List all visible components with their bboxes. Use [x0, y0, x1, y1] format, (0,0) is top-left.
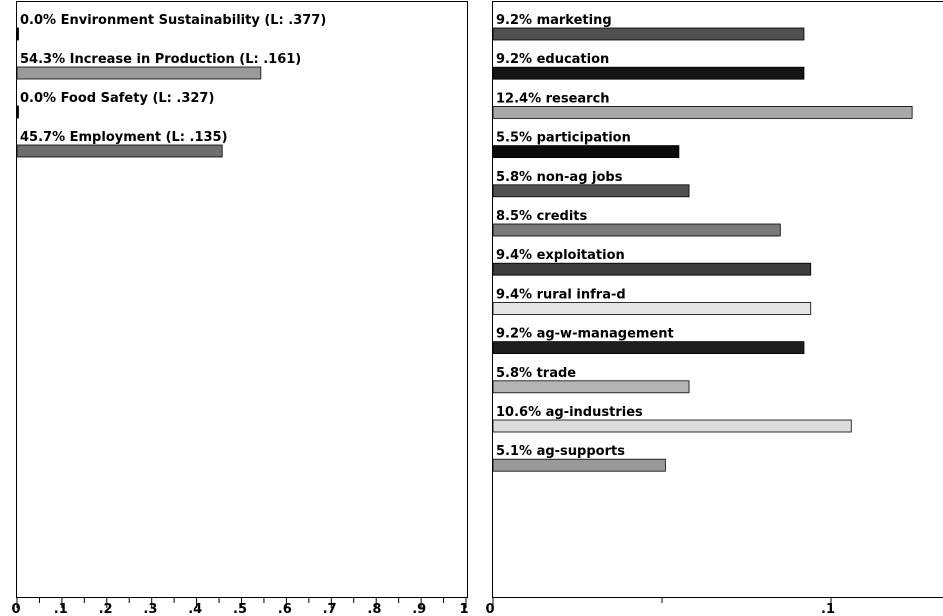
tick-label: .7: [323, 602, 337, 616]
bar-label: 12.4% research: [496, 91, 610, 106]
bar: [16, 66, 262, 80]
bar-label: 8.5% credits: [496, 209, 587, 224]
left-panel: 0.0% Environment Sustainability (L: .377…: [11, 13, 468, 616]
bar: [492, 66, 805, 80]
tick-label: .2: [99, 602, 113, 616]
tick-label: .1: [821, 602, 835, 616]
tick-label: 0: [11, 602, 20, 616]
bar-label: 5.1% ag-supports: [496, 444, 625, 459]
bar: [492, 380, 690, 394]
bar: [492, 27, 805, 41]
bar: [16, 27, 19, 41]
bar-label: 54.3% Increase in Production (L: .161): [20, 52, 301, 67]
bar: [492, 419, 852, 433]
bar: [492, 341, 805, 355]
bar: [492, 106, 913, 119]
tick-label: .5: [233, 602, 247, 616]
bar: [492, 223, 781, 237]
bar-label: 10.6% ag-industries: [496, 405, 643, 420]
bar: [492, 262, 812, 276]
bar-label: 0.0% Food Safety (L: .327): [20, 91, 214, 106]
tick-label: .6: [278, 602, 292, 616]
bar: [492, 301, 812, 315]
left-panel-frame: [16, 1, 468, 598]
bar-label: 5.5% participation: [496, 131, 631, 146]
bar-label: 9.4% exploitation: [496, 248, 625, 263]
bar-label: 5.8% trade: [496, 366, 576, 381]
bar-label: 9.4% rural infra-d: [496, 287, 626, 302]
bar: [492, 184, 690, 198]
tick-label: 1: [459, 602, 468, 616]
tick-label: .9: [412, 602, 426, 616]
right-panel-frame: [492, 1, 943, 598]
bar-label: 9.2% marketing: [496, 13, 612, 28]
tick-label: .3: [143, 602, 157, 616]
bar: [16, 105, 19, 119]
bar-label: 45.7% Employment (L: .135): [20, 130, 228, 145]
tick-label: .8: [367, 602, 381, 616]
bar: [492, 145, 680, 159]
bar-label: 0.0% Environment Sustainability (L: .377…: [20, 13, 326, 28]
tick-label: .1: [54, 602, 68, 616]
bar-label: 9.2% ag-w-management: [496, 327, 674, 342]
bar: [16, 144, 223, 158]
tick-label: .4: [188, 602, 202, 616]
right-panel: 9.2% marketing 9.2% education 12.4% resear…: [485, 13, 913, 616]
tick-label: 0: [485, 602, 494, 616]
bar-label: 9.2% education: [496, 52, 609, 67]
bar-label: 5.8% non-ag jobs: [496, 170, 623, 185]
bar: [492, 458, 666, 472]
